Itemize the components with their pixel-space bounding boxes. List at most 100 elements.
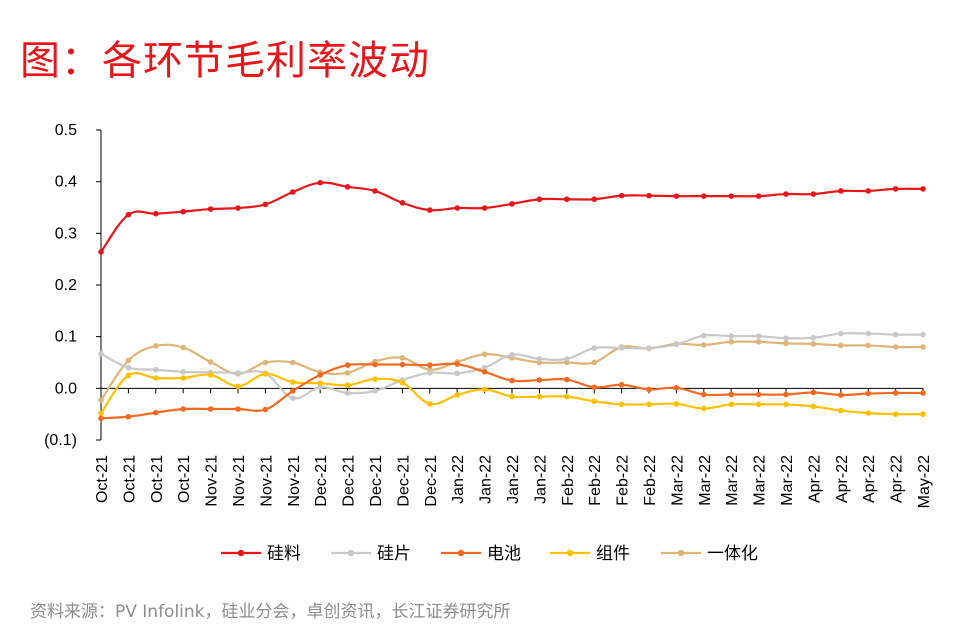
page-title: 图：各环节毛利率波动 xyxy=(20,38,430,84)
data-point xyxy=(618,381,625,388)
data-point xyxy=(235,383,241,390)
legend-swatch-marker xyxy=(457,549,465,557)
x-tick-label: Feb-22 xyxy=(587,455,604,506)
data-point xyxy=(290,388,296,394)
data-point xyxy=(701,193,707,199)
data-point xyxy=(125,364,132,371)
legend-swatch-marker xyxy=(237,549,245,557)
x-tick-label: Apr-22 xyxy=(806,455,823,503)
data-point xyxy=(810,389,817,396)
x-tick-label: Nov-21 xyxy=(231,455,248,507)
data-point xyxy=(180,208,186,215)
data-point xyxy=(290,189,296,195)
data-point xyxy=(920,331,926,338)
y-tick-label: 0.4 xyxy=(55,174,77,191)
x-tick-label: Dec-21 xyxy=(341,455,358,507)
data-point xyxy=(98,410,104,416)
data-point xyxy=(755,193,762,199)
y-tick-label: 0.5 xyxy=(55,122,77,139)
legend: 硅料 硅片 电池 组件 一体化 xyxy=(221,544,758,564)
data-point xyxy=(399,200,406,206)
source-note: 资料来源：PV Infolink，硅业分会，卓创资讯，长江证券研究所 xyxy=(30,602,511,622)
x-tick-label: Dec-21 xyxy=(368,455,385,507)
data-point xyxy=(892,331,899,338)
data-point xyxy=(509,377,515,384)
data-point xyxy=(481,364,488,371)
data-point xyxy=(673,341,680,348)
data-point xyxy=(235,370,241,376)
x-tick-label: Feb-22 xyxy=(642,455,659,506)
x-tick-label: Oct-21 xyxy=(149,455,166,503)
series-layer xyxy=(98,179,926,422)
data-point xyxy=(153,210,159,217)
data-point xyxy=(673,385,680,391)
legend-swatch-marker xyxy=(677,549,685,557)
data-point xyxy=(153,375,159,381)
data-point xyxy=(564,356,570,362)
data-point xyxy=(372,188,378,194)
x-tick-label: Feb-22 xyxy=(615,455,632,506)
data-point xyxy=(838,330,844,337)
y-tick-label: 0.1 xyxy=(55,329,77,346)
data-point xyxy=(427,401,433,407)
data-point xyxy=(125,211,132,218)
data-point xyxy=(153,343,159,349)
data-point xyxy=(180,369,186,375)
data-point xyxy=(865,410,871,416)
series-0 xyxy=(98,179,926,255)
series-1 xyxy=(98,330,926,401)
data-point xyxy=(290,379,296,385)
data-point xyxy=(810,191,817,197)
legend-item: 电池 xyxy=(441,544,521,564)
x-tick-label: Mar-22 xyxy=(779,455,796,506)
series-line xyxy=(100,181,924,253)
data-point xyxy=(153,366,159,373)
data-point xyxy=(536,356,543,362)
legend-item: 硅料 xyxy=(221,544,301,564)
legend-label: 组件 xyxy=(596,544,630,564)
data-point xyxy=(673,193,680,199)
data-point xyxy=(838,407,844,414)
data-point xyxy=(783,391,789,398)
x-tick-label: Nov-21 xyxy=(286,455,303,507)
data-point xyxy=(481,369,488,375)
data-point xyxy=(290,395,296,401)
data-point xyxy=(207,406,214,412)
legend-item: 一体化 xyxy=(661,544,758,564)
data-point xyxy=(728,339,734,345)
data-point xyxy=(701,332,707,339)
x-tick-label: Dec-21 xyxy=(395,455,412,507)
data-point xyxy=(920,186,926,192)
data-point xyxy=(125,372,132,379)
data-point xyxy=(755,391,762,398)
data-point xyxy=(755,333,762,339)
data-point xyxy=(810,341,817,347)
data-point xyxy=(399,361,406,368)
data-point xyxy=(509,201,515,207)
data-point xyxy=(783,340,789,347)
data-point xyxy=(180,375,186,381)
data-point xyxy=(399,379,406,386)
data-point xyxy=(591,398,597,405)
x-tick-label: Dec-21 xyxy=(423,455,440,507)
data-point xyxy=(262,359,269,366)
data-point xyxy=(317,179,324,186)
data-point xyxy=(892,411,899,417)
data-point xyxy=(892,390,899,396)
data-point xyxy=(344,390,351,396)
data-point xyxy=(235,205,241,211)
data-point xyxy=(673,401,680,407)
data-point xyxy=(125,413,132,420)
data-point xyxy=(399,355,406,361)
legend-label: 电池 xyxy=(487,544,521,564)
data-point xyxy=(920,390,926,396)
data-point xyxy=(481,386,488,393)
x-tick-label: Oct-21 xyxy=(94,455,111,503)
data-point xyxy=(427,370,433,376)
data-point xyxy=(262,371,269,377)
y-tick-label: 0.2 xyxy=(55,277,77,294)
data-point xyxy=(564,196,570,203)
data-point xyxy=(454,361,461,367)
legend-item: 硅片 xyxy=(331,544,411,564)
data-point xyxy=(536,196,543,203)
